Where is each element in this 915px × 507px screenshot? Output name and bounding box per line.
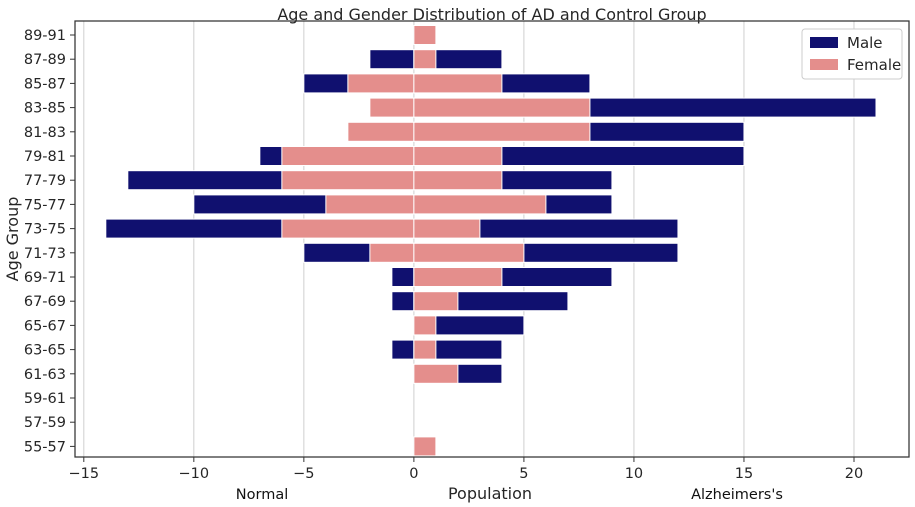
bar-female-alzheimers [413,121,591,142]
bars [105,25,877,457]
bar-female-normal [347,73,415,94]
bar-female-alzheimers [413,291,459,312]
x-tick-label: 0 [409,466,418,482]
x-tick-label: −10 [179,466,210,482]
x-tick-labels: −15 −10 −5 0 5 10 15 20 [68,457,863,482]
bar-female-alzheimers [413,49,437,70]
y-tick-label: 55-57 [24,439,66,455]
y-tick-label: 81-83 [24,125,66,141]
x-tick-label: 5 [519,466,528,482]
bar-female-normal [325,194,415,215]
bar-female-alzheimers [413,363,459,384]
bar-female-alzheimers [413,25,437,45]
bar-female-alzheimers [413,242,525,263]
x-tick-label: 15 [735,466,753,482]
bar-female-normal [281,218,415,239]
x-tick-label: −5 [293,466,314,482]
x-tick-label: 10 [625,466,643,482]
bar-female-alzheimers [413,339,437,360]
bar-female-normal [369,97,415,118]
legend-swatch-female [810,59,838,70]
x-tick-label: 20 [845,466,863,482]
bar-female-normal [281,170,415,191]
bar-female-alzheimers [413,194,547,215]
y-tick-label: 69-71 [24,270,66,286]
bar-female-alzheimers [413,170,503,191]
x-tick-label: −15 [68,466,99,482]
y-tick-label: 71-73 [24,246,66,262]
bar-female-alzheimers [413,436,437,457]
bar-female-normal [369,242,415,263]
bar-male-normal [369,49,415,70]
bar-female-alzheimers [413,146,503,166]
chart-title: Age and Gender Distribution of AD and Co… [277,5,706,24]
bar-female-alzheimers [413,73,503,94]
y-tick-label: 61-63 [24,367,66,383]
left-side-label: Normal [236,487,288,503]
y-tick-label: 85-87 [24,76,66,92]
y-tick-label: 75-77 [24,197,66,213]
right-side-label: Alzheimers's [691,487,783,503]
y-tick-label: 89-91 [24,28,66,44]
bar-male-normal [391,339,415,360]
bar-male-normal [391,291,415,312]
bar-female-normal [347,121,415,142]
bar-male-normal [391,267,415,287]
y-tick-label: 83-85 [24,101,66,117]
gridlines [83,21,855,457]
y-tick-label: 77-79 [24,173,66,189]
bar-female-alzheimers [413,315,437,336]
legend-label-female: Female [847,56,901,74]
legend-label-male: Male [847,34,883,52]
y-tick-label: 63-65 [24,343,66,359]
y-tick-label: 67-69 [24,294,66,310]
plot-frame [74,20,910,458]
x-axis-label: Population [448,484,532,503]
legend: Male Female [801,28,903,80]
y-tick-labels: 89-91 87-89 85-87 83-85 81-83 79-81 77-79 75-77… [24,28,75,455]
y-tick-label: 87-89 [24,52,66,68]
y-tick-label: 73-75 [24,222,66,238]
bar-female-alzheimers [413,267,503,287]
y-tick-label: 79-81 [24,149,66,165]
y-axis-label: Age Group [3,197,22,282]
y-tick-label: 59-61 [24,391,66,407]
legend-swatch-male [810,37,838,48]
y-tick-label: 57-59 [24,415,66,431]
bar-female-alzheimers [413,218,481,239]
bar-female-normal [281,146,415,166]
bar-female-alzheimers [413,97,591,118]
y-tick-label: 65-67 [24,318,66,334]
